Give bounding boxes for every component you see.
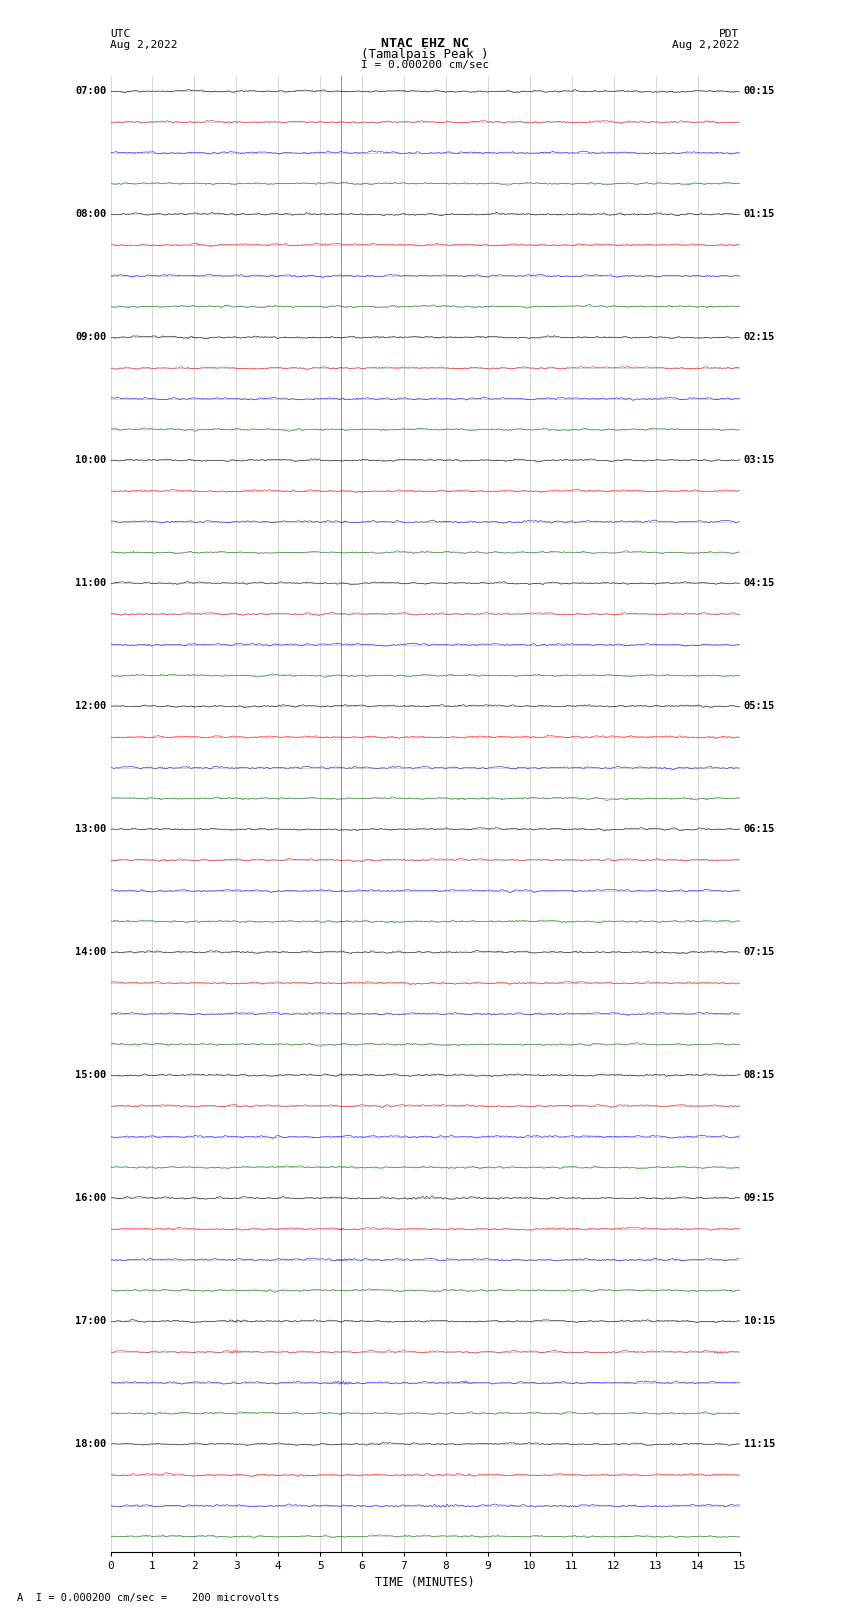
Text: 01:15: 01:15 [744, 210, 775, 219]
Text: 17:00: 17:00 [75, 1316, 106, 1326]
Text: 09:00: 09:00 [75, 332, 106, 342]
Text: 10:15: 10:15 [744, 1316, 775, 1326]
Text: 07:15: 07:15 [744, 947, 775, 957]
Text: 11:15: 11:15 [744, 1439, 775, 1448]
Text: 14:00: 14:00 [75, 947, 106, 957]
Text: 15:00: 15:00 [75, 1069, 106, 1081]
Text: 08:00: 08:00 [75, 210, 106, 219]
Text: 13:00: 13:00 [75, 824, 106, 834]
Text: 05:15: 05:15 [744, 702, 775, 711]
Text: NTAC EHZ NC: NTAC EHZ NC [381, 37, 469, 50]
Text: 08:15: 08:15 [744, 1069, 775, 1081]
Text: 10:00: 10:00 [75, 455, 106, 465]
Text: 07:00: 07:00 [75, 85, 106, 97]
Text: A  I = 0.000200 cm/sec =    200 microvolts: A I = 0.000200 cm/sec = 200 microvolts [17, 1594, 280, 1603]
Text: Aug 2,2022: Aug 2,2022 [110, 40, 178, 50]
Text: 16:00: 16:00 [75, 1194, 106, 1203]
Text: 12:00: 12:00 [75, 702, 106, 711]
Text: Aug 2,2022: Aug 2,2022 [672, 40, 740, 50]
Text: 00:15: 00:15 [744, 85, 775, 97]
Text: 02:15: 02:15 [744, 332, 775, 342]
Text: 04:15: 04:15 [744, 577, 775, 589]
Text: 06:15: 06:15 [744, 824, 775, 834]
Text: UTC: UTC [110, 29, 131, 39]
Text: I = 0.000200 cm/sec: I = 0.000200 cm/sec [361, 60, 489, 69]
Text: 09:15: 09:15 [744, 1194, 775, 1203]
Text: 11:00: 11:00 [75, 577, 106, 589]
Text: PDT: PDT [719, 29, 740, 39]
Text: (Tamalpais Peak ): (Tamalpais Peak ) [361, 48, 489, 61]
X-axis label: TIME (MINUTES): TIME (MINUTES) [375, 1576, 475, 1589]
Text: 03:15: 03:15 [744, 455, 775, 465]
Text: 18:00: 18:00 [75, 1439, 106, 1448]
